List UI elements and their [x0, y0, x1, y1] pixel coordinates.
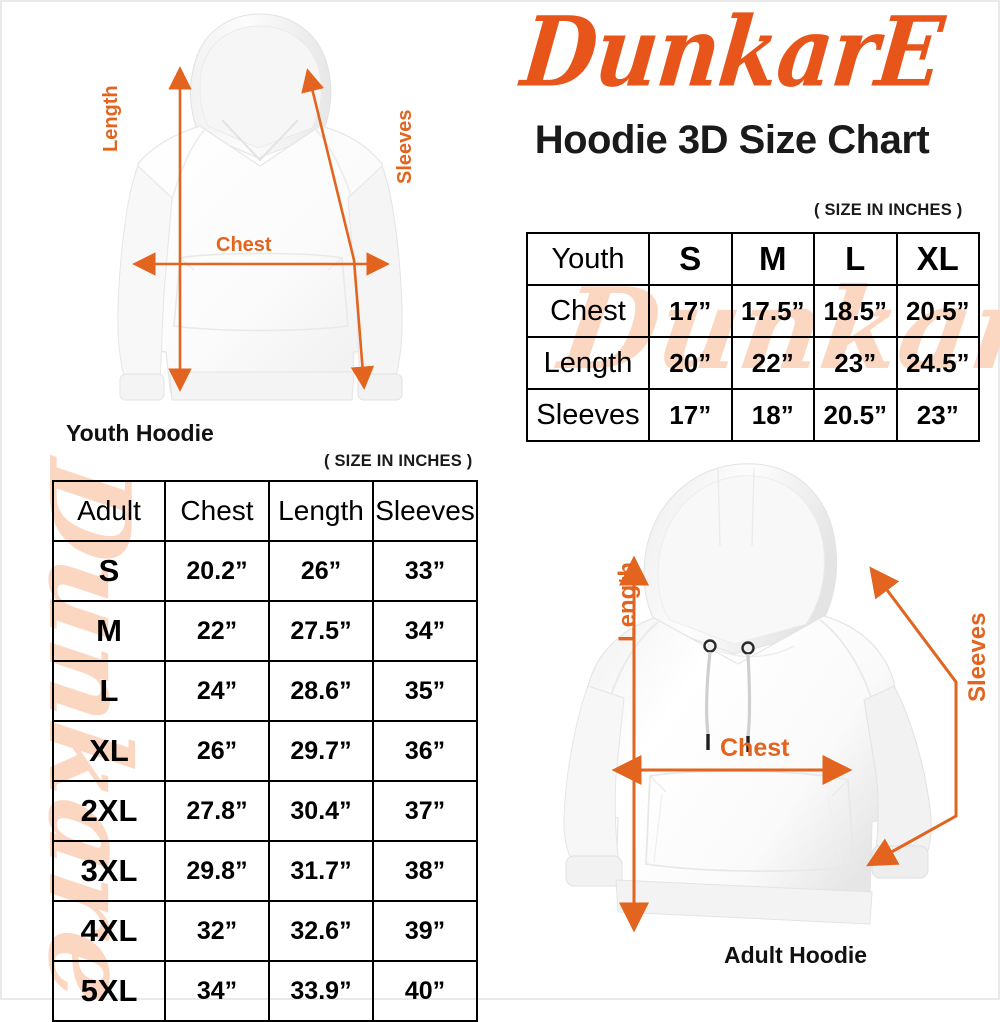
adult-size-l: L	[52, 660, 166, 722]
adult-length-2xl: 30.4”	[268, 780, 374, 842]
youth-chest-m: 17.5”	[730, 284, 815, 338]
adult-length-s: 26”	[268, 540, 374, 602]
adult-size-3xl: 3XL	[52, 840, 166, 902]
youth-row-chest-label: Chest	[526, 284, 650, 338]
table-row: 3XL 29.8” 31.7” 38”	[52, 840, 478, 902]
adult-sleeves-3xl: 38”	[372, 840, 478, 902]
table-row: 5XL 34” 33.9” 40”	[52, 960, 478, 1022]
adult-size-4xl: 4XL	[52, 900, 166, 962]
adult-sleeves-xl: 36”	[372, 720, 478, 782]
adult-chest-label: Chest	[720, 734, 790, 762]
adult-chest-l: 24”	[164, 660, 270, 722]
adult-chest-s: 20.2”	[164, 540, 270, 602]
adult-hoodie-caption: Adult Hoodie	[724, 942, 868, 968]
adult-length-3xl: 31.7”	[268, 840, 374, 902]
youth-length-s: 20”	[648, 336, 733, 390]
adult-size-s: S	[52, 540, 166, 602]
adult-col-length: Length	[268, 480, 374, 542]
youth-chest-s: 17”	[648, 284, 733, 338]
adult-chest-3xl: 29.8”	[164, 840, 270, 902]
youth-col-m: M	[730, 232, 815, 286]
youth-chest-label: Chest	[216, 234, 272, 256]
adult-size-m: M	[52, 600, 166, 662]
youth-length-label: Length	[100, 85, 122, 152]
adult-sleeves-m: 34”	[372, 600, 478, 662]
adult-sleeves-2xl: 37”	[372, 780, 478, 842]
adult-hoodie-illustration	[558, 450, 998, 990]
adult-length-5xl: 33.9”	[268, 960, 374, 1022]
youth-corner-label: Youth	[526, 232, 650, 286]
page-title: Hoodie 3D Size Chart	[534, 118, 930, 162]
adult-size-table: Adult Chest Length Sleeves S 20.2” 26” 33” M…	[52, 480, 478, 1022]
table-row: XL 26” 29.7” 36”	[52, 720, 478, 782]
adult-size-2xl: 2XL	[52, 780, 166, 842]
adult-sleeves-4xl: 39”	[372, 900, 478, 962]
adult-chest-4xl: 32”	[164, 900, 270, 962]
adult-units-note: ( SIZE IN INCHES )	[324, 452, 473, 470]
table-row: M 22” 27.5” 34”	[52, 600, 478, 662]
youth-col-l: L	[813, 232, 898, 286]
youth-length-m: 22”	[730, 336, 815, 390]
youth-hoodie-caption: Youth Hoodie	[66, 420, 214, 446]
youth-sleeves-l: 20.5”	[813, 388, 898, 442]
youth-chest-xl: 20.5”	[895, 284, 980, 338]
adult-col-sleeves: Sleeves	[372, 480, 478, 542]
adult-sleeves-label: Sleeves	[964, 612, 991, 702]
adult-sleeves-5xl: 40”	[372, 960, 478, 1022]
youth-units-note: ( SIZE IN INCHES )	[814, 201, 963, 219]
adult-chest-xl: 26”	[164, 720, 270, 782]
table-row: 2XL 27.8” 30.4” 37”	[52, 780, 478, 842]
adult-chest-2xl: 27.8”	[164, 780, 270, 842]
adult-size-5xl: 5XL	[52, 960, 166, 1022]
youth-sleeves-xl: 23”	[895, 388, 980, 442]
adult-chest-5xl: 34”	[164, 960, 270, 1022]
adult-length-4xl: 32.6”	[268, 900, 374, 962]
adult-size-xl: XL	[52, 720, 166, 782]
youth-col-xl: XL	[895, 232, 980, 286]
youth-length-l: 23”	[813, 336, 898, 390]
youth-row-sleeves-label: Sleeves	[526, 388, 650, 442]
adult-col-chest: Chest	[164, 480, 270, 542]
youth-chest-l: 18.5”	[813, 284, 898, 338]
adult-chest-m: 22”	[164, 600, 270, 662]
table-row: Sleeves 17” 18” 20.5” 23”	[526, 388, 980, 442]
adult-sleeves-s: 33”	[372, 540, 478, 602]
youth-length-xl: 24.5”	[895, 336, 980, 390]
table-row: S 20.2” 26” 33”	[52, 540, 478, 602]
brand-header: DunkarE Hoodie 3D Size Chart	[472, 0, 992, 163]
adult-col-size: Adult	[52, 480, 166, 542]
adult-length-xl: 29.7”	[268, 720, 374, 782]
adult-length-l: 28.6”	[268, 660, 374, 722]
table-row: 4XL 32” 32.6” 39”	[52, 900, 478, 962]
youth-sleeves-s: 17”	[648, 388, 733, 442]
adult-length-m: 27.5”	[268, 600, 374, 662]
youth-size-table: Youth S M L XL Chest 17” 17.5” 18.5” 20.…	[526, 232, 980, 442]
youth-hoodie-illustration	[62, 8, 462, 456]
adult-length-label: Length	[614, 562, 641, 642]
table-row: Youth S M L XL	[526, 232, 980, 286]
table-row: L 24” 28.6” 35”	[52, 660, 478, 722]
youth-sleeves-label: Sleeves	[394, 109, 416, 184]
table-row: Adult Chest Length Sleeves	[52, 480, 478, 542]
adult-sleeves-l: 35”	[372, 660, 478, 722]
table-row: Chest 17” 17.5” 18.5” 20.5”	[526, 284, 980, 338]
youth-col-s: S	[648, 232, 733, 286]
dunkare-logo: DunkarE	[516, 0, 948, 110]
youth-sleeves-m: 18”	[730, 388, 815, 442]
youth-row-length-label: Length	[526, 336, 650, 390]
table-row: Length 20” 22” 23” 24.5”	[526, 336, 980, 390]
